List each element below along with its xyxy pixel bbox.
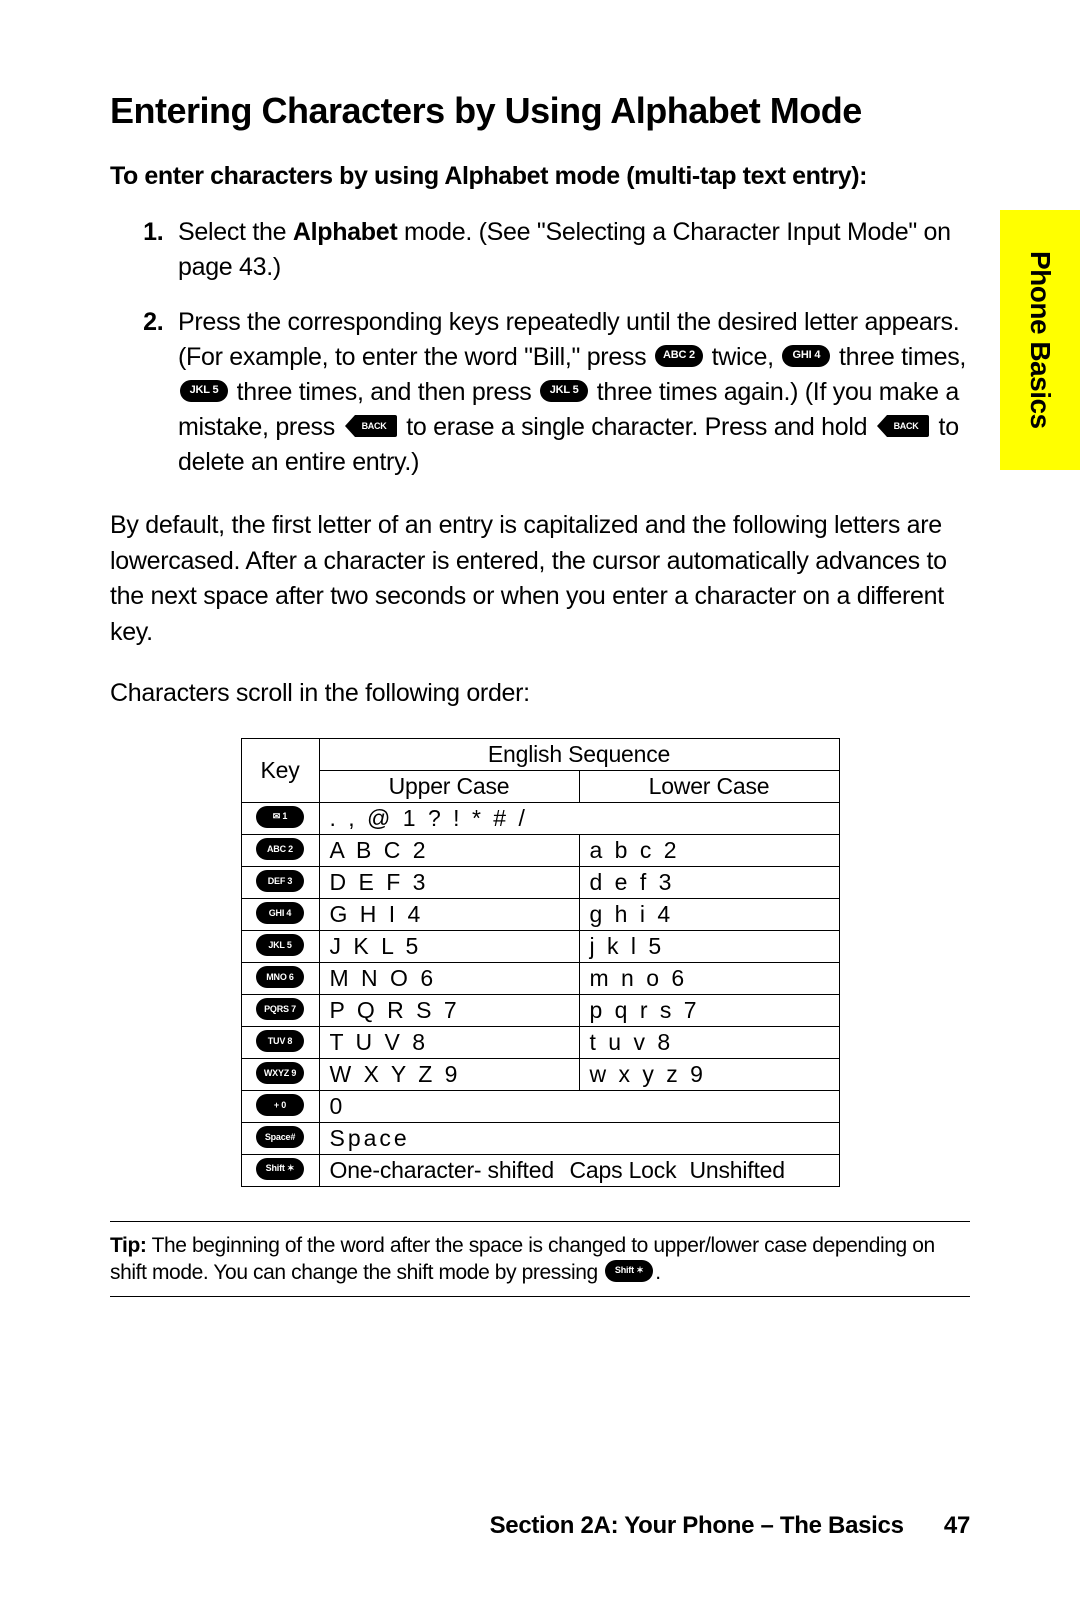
table-cell-upper: M N O 6 <box>319 962 579 994</box>
step-text: Select the <box>178 218 293 246</box>
footer-section: Section 2A: Your Phone – The Basics <box>490 1512 904 1539</box>
step-text: three times, <box>832 343 966 371</box>
table-cell-key: Shift ✶ <box>241 1154 319 1186</box>
table-cell-lower: a b c 2 <box>579 834 839 866</box>
key-env1-icon: ✉ 1 <box>256 806 304 828</box>
table-cell-key: ABC 2 <box>241 834 319 866</box>
tip-block: Tip: The beginning of the word after the… <box>110 1221 970 1298</box>
steps-list: Select the Alphabet mode. (See "Selectin… <box>110 215 970 480</box>
table-cell-upper: D E F 3 <box>319 866 579 898</box>
table-cell-key: MNO 6 <box>241 962 319 994</box>
key-tuv8-icon: TUV 8 <box>256 1030 304 1052</box>
table-row: WXYZ 9 W X Y Z 9w x y z 9 <box>241 1058 839 1090</box>
table-cell-key: GHI 4 <box>241 898 319 930</box>
step-text: to erase a single character. Press and h… <box>400 413 874 441</box>
key-mno6-icon: MNO 6 <box>256 966 304 988</box>
key-shiftstar-icon: Shift ✶ <box>605 1260 653 1282</box>
table-header-lower: Lower Case <box>579 770 839 802</box>
subheading: To enter characters by using Alphabet mo… <box>110 162 970 191</box>
table-row: Key English Sequence <box>241 738 839 770</box>
table-cell-lower: j k l 5 <box>579 930 839 962</box>
table-cell-key: Space# <box>241 1122 319 1154</box>
table-cell-upper: W X Y Z 9 <box>319 1058 579 1090</box>
key-abc2-icon: ABC 2 <box>256 838 304 860</box>
table-cell-key: PQRS 7 <box>241 994 319 1026</box>
key-ghi4-icon: GHI 4 <box>782 345 830 367</box>
table-cell: . , @ 1 ? ! * # / <box>319 802 839 834</box>
table-cell-key: JKL 5 <box>241 930 319 962</box>
step-2: Press the corresponding keys repeatedly … <box>170 305 970 480</box>
table-cell-key: DEF 3 <box>241 866 319 898</box>
section-tab: Phone Basics <box>1000 210 1080 470</box>
table-cell: Space <box>319 1122 839 1154</box>
table-header-seq: English Sequence <box>319 738 839 770</box>
key-wxyz9-icon: WXYZ 9 <box>256 1062 304 1084</box>
footer-page-number: 47 <box>910 1512 970 1540</box>
sequence-table: Key English Sequence Upper Case Lower Ca… <box>241 738 840 1187</box>
section-tab-label: Phone Basics <box>1024 251 1056 429</box>
table-cell-lower: p q r s 7 <box>579 994 839 1026</box>
page: Phone Basics Entering Characters by Usin… <box>0 0 1080 1620</box>
key-back-icon: BACK <box>345 413 397 439</box>
step-1: Select the Alphabet mode. (See "Selectin… <box>170 215 970 285</box>
key-abc2-icon: ABC 2 <box>655 345 703 367</box>
key-ghi4-icon: GHI 4 <box>256 902 304 924</box>
table-row: Space# Space <box>241 1122 839 1154</box>
table-row: ABC 2 A B C 2a b c 2 <box>241 834 839 866</box>
table-cell-upper: J K L 5 <box>319 930 579 962</box>
key-shiftstar-icon: Shift ✶ <box>256 1158 304 1180</box>
key-pqrs7-icon: PQRS 7 <box>256 998 304 1020</box>
table-cell-lower: d e f 3 <box>579 866 839 898</box>
table-header-upper: Upper Case <box>319 770 579 802</box>
table-row: + 0 0 <box>241 1090 839 1122</box>
tip-text: . <box>655 1261 660 1284</box>
table-row: MNO 6 M N O 6m n o 6 <box>241 962 839 994</box>
table-cell: 0 <box>319 1090 839 1122</box>
page-footer: Section 2A: Your Phone – The Basics 47 <box>110 1512 970 1540</box>
table-cell-lower: g h i 4 <box>579 898 839 930</box>
table-row: TUV 8 T U V 8t u v 8 <box>241 1026 839 1058</box>
table-cell-key: TUV 8 <box>241 1026 319 1058</box>
key-jkl5-icon: JKL 5 <box>256 934 304 956</box>
table-cell-upper: T U V 8 <box>319 1026 579 1058</box>
tip-label: Tip: <box>110 1234 147 1257</box>
key-back-icon: BACK <box>877 413 929 439</box>
page-title: Entering Characters by Using Alphabet Mo… <box>110 90 970 132</box>
table-row: GHI 4 G H I 4g h i 4 <box>241 898 839 930</box>
table-row: ✉ 1 . , @ 1 ? ! * # / <box>241 802 839 834</box>
table-cell-key: ✉ 1 <box>241 802 319 834</box>
table-cell-key: WXYZ 9 <box>241 1058 319 1090</box>
key-def3-icon: DEF 3 <box>256 870 304 892</box>
table-cell-upper: G H I 4 <box>319 898 579 930</box>
table-row: Upper Case Lower Case <box>241 770 839 802</box>
table-cell-lower: w x y z 9 <box>579 1058 839 1090</box>
table-cell-lower: t u v 8 <box>579 1026 839 1058</box>
key-jkl5-icon: JKL 5 <box>540 380 588 402</box>
key-jkl5-icon: JKL 5 <box>180 380 228 402</box>
svg-text:BACK: BACK <box>361 421 387 431</box>
table-cell-key: + 0 <box>241 1090 319 1122</box>
table-row: Shift ✶ One-character- shiftedCaps LockUn… <box>241 1154 839 1186</box>
body-paragraph: By default, the first letter of an entry… <box>110 508 970 650</box>
table-row: DEF 3 D E F 3d e f 3 <box>241 866 839 898</box>
step-bold: Alphabet <box>293 218 398 246</box>
table-cell-upper: A B C 2 <box>319 834 579 866</box>
tip-text: The beginning of the word after the spac… <box>110 1234 935 1284</box>
table-row: PQRS 7 P Q R S 7p q r s 7 <box>241 994 839 1026</box>
table-cell-lower: m n o 6 <box>579 962 839 994</box>
step-text: three times, and then press <box>230 378 538 406</box>
step-text: twice, <box>705 343 780 371</box>
table-cell-upper: P Q R S 7 <box>319 994 579 1026</box>
table-row: JKL 5 J K L 5j k l 5 <box>241 930 839 962</box>
table-cell-shift: One-character- shiftedCaps LockUnshifted <box>319 1154 839 1186</box>
body-paragraph: Characters scroll in the following order… <box>110 676 970 712</box>
key-spacehash-icon: Space# <box>256 1126 304 1148</box>
table-header-key: Key <box>241 738 319 802</box>
key-plus0-icon: + 0 <box>256 1094 304 1116</box>
svg-text:BACK: BACK <box>894 421 920 431</box>
